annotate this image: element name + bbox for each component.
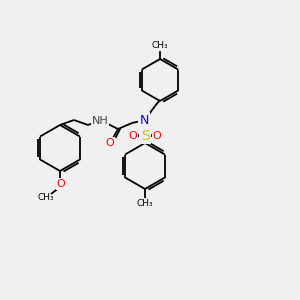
Text: CH₃: CH₃	[137, 199, 153, 208]
Text: S: S	[141, 129, 149, 143]
Text: O: O	[106, 138, 114, 148]
Text: O: O	[129, 131, 137, 141]
Text: NH: NH	[92, 116, 108, 126]
Text: CH₃: CH₃	[152, 41, 168, 50]
Text: N: N	[139, 113, 149, 127]
Text: O: O	[57, 179, 65, 189]
Text: O: O	[153, 131, 161, 141]
Text: CH₃: CH₃	[38, 193, 54, 202]
